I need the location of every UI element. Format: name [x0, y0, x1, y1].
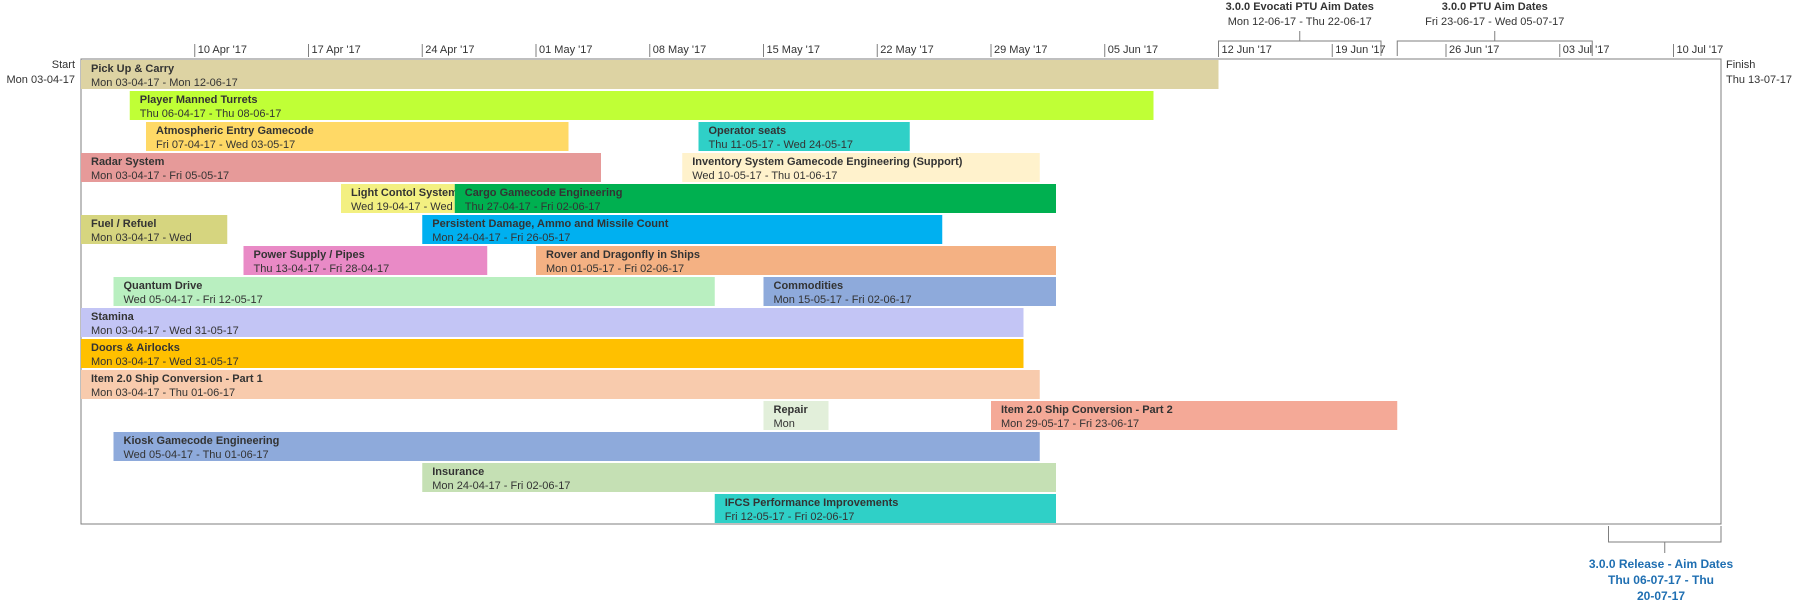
task-name: Player Manned Turrets [140, 94, 258, 106]
task-bar [129, 91, 1154, 120]
finish-date: Thu 13-07-17 [1726, 74, 1792, 86]
tick-label: 05 Jun '17 [1108, 44, 1158, 56]
milestone-brackets: 3.0.0 Evocati PTU Aim Dates Mon 12-06-17 … [1218, 1, 1593, 56]
task-bar [422, 463, 1056, 492]
task-bar [113, 432, 1040, 461]
task-name: Fuel / Refuel [91, 218, 156, 230]
task-bar [682, 153, 1040, 182]
task-name: Operator seats [709, 125, 787, 137]
task-name: Persistent Damage, Ammo and Missile Coun… [432, 218, 668, 230]
task-name: Inventory System Gamecode Engineering (S… [692, 156, 962, 168]
tick-label: 10 Jul '17 [1677, 44, 1724, 56]
task-bar [81, 308, 1024, 337]
task-dates: Mon 03-04-17 - Wed 31-05-17 [91, 325, 239, 337]
tick-label: 17 Apr '17 [312, 44, 361, 56]
task-dates: Wed 19-04-17 - Wed [351, 201, 453, 213]
task-bar [422, 215, 943, 244]
task-dates: Mon 03-04-17 - Wed [91, 232, 192, 244]
tick-label: 15 May '17 [767, 44, 820, 56]
release-bracket [1608, 526, 1722, 543]
release-line-1: 3.0.0 Release - Aim Dates [1589, 557, 1734, 571]
task-bar [991, 401, 1398, 430]
task-bar [698, 122, 910, 151]
finish-label: Finish [1726, 59, 1755, 71]
task-dates: Wed 05-04-17 - Thu 01-06-17 [124, 449, 269, 461]
start-label: Start [52, 59, 75, 71]
task-name: Stamina [91, 311, 135, 323]
task-dates: Mon 24-04-17 - Fri 02-06-17 [432, 480, 570, 492]
task-dates: Thu 06-04-17 - Thu 08-06-17 [140, 108, 282, 120]
timeline-ticks: 10 Apr '17 17 Apr '17 24 Apr '17 01 May '17… [194, 44, 1724, 57]
release-line-3: 20-07-17 [1637, 589, 1685, 603]
milestone-dates: Mon 12-06-17 - Thu 22-06-17 [1228, 16, 1372, 28]
tick-label: 22 May '17 [880, 44, 933, 56]
task-dates: Mon 03-04-17 - Thu 01-06-17 [91, 387, 235, 399]
task-dates: Thu 27-04-17 - Fri 02-06-17 [465, 201, 601, 213]
start-date: Mon 03-04-17 [7, 74, 76, 86]
task-dates: Thu 11-05-17 - Wed 24-05-17 [709, 139, 854, 151]
task-name: Item 2.0 Ship Conversion - Part 2 [1001, 404, 1173, 416]
task-bar [243, 246, 488, 275]
task-dates: Mon 03-04-17 - Wed 31-05-17 [91, 356, 239, 368]
task-name: Atmospheric Entry Gamecode [156, 125, 314, 137]
tick-label: 26 Jun '17 [1449, 44, 1499, 56]
task-name: Cargo Gamecode Engineering [465, 187, 623, 199]
task-bar [536, 246, 1056, 275]
task-dates: Mon 03-04-17 - Mon 12-06-17 [91, 77, 238, 89]
task-bar [81, 339, 1024, 368]
task-dates: Fri 12-05-17 - Fri 02-06-17 [725, 511, 855, 523]
task-dates: Mon 15-05-17 - Fri 02-06-17 [774, 294, 912, 306]
task-bar [81, 153, 601, 182]
tick-label: 19 Jun '17 [1335, 44, 1385, 56]
task-bar [81, 60, 1219, 89]
task-bar [454, 184, 1056, 213]
tick-label: 10 Apr '17 [198, 44, 247, 56]
task-name: Rover and Dragonfly in Ships [546, 249, 700, 261]
task-bar [113, 277, 715, 306]
task-name: Commodities [774, 280, 844, 292]
task-name: Power Supply / Pipes [254, 249, 365, 261]
tick-label: 12 Jun '17 [1222, 44, 1272, 56]
task-bar [146, 122, 569, 151]
task-bar [341, 184, 455, 213]
task-bar [763, 401, 829, 430]
task-dates: Mon [774, 418, 795, 430]
task-bar [763, 277, 1056, 306]
release-marker: 3.0.0 Release - Aim Dates Thu 06-07-17 -… [1589, 526, 1734, 603]
task-dates: Wed 05-04-17 - Fri 12-05-17 [124, 294, 263, 306]
task-name: Quantum Drive [124, 280, 203, 292]
task-name: Light Contol System [351, 187, 458, 199]
tick-label: 24 Apr '17 [425, 44, 474, 56]
task-name: Radar System [91, 156, 165, 168]
task-dates: Fri 07-04-17 - Wed 03-05-17 [156, 139, 295, 151]
task-dates: Mon 29-05-17 - Fri 23-06-17 [1001, 418, 1139, 430]
task-bar [714, 494, 1056, 523]
task-dates: Mon 01-05-17 - Fri 02-06-17 [546, 263, 684, 275]
task-dates: Wed 10-05-17 - Thu 01-06-17 [692, 170, 837, 182]
task-dates: Mon 24-04-17 - Fri 26-05-17 [432, 232, 570, 244]
task-name: Repair [774, 404, 809, 416]
task-name: Kiosk Gamecode Engineering [124, 435, 280, 447]
task-name: Insurance [432, 466, 484, 478]
tick-label: 08 May '17 [653, 44, 706, 56]
release-line-2: Thu 06-07-17 - Thu [1608, 573, 1714, 587]
task-name: IFCS Performance Improvements [725, 497, 899, 509]
milestone-title: 3.0.0 Evocati PTU Aim Dates [1226, 1, 1374, 13]
task-bars: Pick Up & Carry Mon 03-04-17 - Mon 12-06-… [81, 60, 1398, 523]
milestone-title: 3.0.0 PTU Aim Dates [1442, 1, 1548, 13]
task-name: Pick Up & Carry [91, 63, 175, 75]
tick-label: 29 May '17 [994, 44, 1047, 56]
task-dates: Thu 13-04-17 - Fri 28-04-17 [254, 263, 390, 275]
tick-label: 03 Jul '17 [1563, 44, 1610, 56]
task-name: Item 2.0 Ship Conversion - Part 1 [91, 373, 263, 385]
tick-label: 01 May '17 [539, 44, 592, 56]
milestone-dates: Fri 23-06-17 - Wed 05-07-17 [1425, 16, 1564, 28]
task-bar [81, 215, 228, 244]
task-dates: Mon 03-04-17 - Fri 05-05-17 [91, 170, 229, 182]
task-bar [81, 370, 1040, 399]
task-name: Doors & Airlocks [91, 342, 180, 354]
